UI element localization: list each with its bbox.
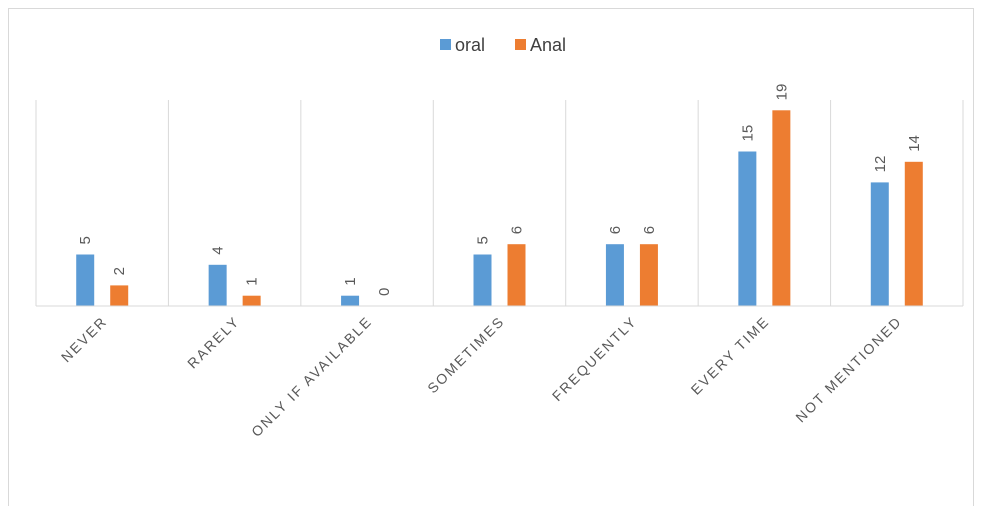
data-label-oral-2: 1: [342, 277, 359, 285]
data-label-anal-1: 1: [244, 277, 261, 285]
legend-label-oral: oral: [455, 35, 485, 55]
data-label-anal-4: 6: [641, 226, 658, 234]
chart-frame: [8, 8, 974, 506]
category-label-4: FREQUENTLY: [549, 313, 640, 404]
data-label-oral-0: 5: [77, 236, 94, 244]
category-label-1: RARELY: [184, 313, 243, 372]
bar-anal-4: [639, 244, 658, 306]
legend-swatch-anal: [515, 39, 526, 50]
data-label-oral-5: 15: [739, 125, 756, 142]
data-labels: 5 2 4 1 1 0 5 6 6 6 15 19 12 14: [77, 84, 923, 296]
bar-oral-2: [341, 295, 360, 306]
data-label-anal-3: 6: [509, 226, 526, 234]
bar-oral-5: [738, 151, 757, 306]
bar-oral-0: [76, 254, 95, 306]
data-label-oral-3: 5: [475, 236, 492, 244]
data-label-oral-6: 12: [872, 156, 889, 173]
bar-anal-1: [242, 295, 261, 306]
data-label-oral-4: 6: [607, 226, 624, 234]
data-label-anal-6: 14: [906, 135, 923, 152]
bar-anal-3: [507, 244, 526, 306]
bar-anal-6: [904, 161, 923, 306]
legend: oral Anal: [440, 35, 566, 55]
category-label-2: ONLY IF AVAILABLE: [248, 313, 375, 440]
bar-anal-0: [110, 285, 129, 306]
bars: [76, 110, 923, 306]
data-label-anal-0: 2: [111, 267, 128, 275]
bar-oral-6: [870, 182, 889, 306]
data-label-anal-2: 0: [376, 288, 393, 296]
legend-swatch-oral: [440, 39, 451, 50]
category-label-5: EVERY TIME: [688, 313, 773, 398]
category-separators: [35, 100, 964, 306]
bar-oral-3: [473, 254, 492, 306]
data-label-oral-1: 4: [210, 246, 227, 254]
category-label-3: SOMETIMES: [424, 313, 507, 396]
category-label-6: NOT MENTIONED: [792, 313, 905, 426]
category-labels: NEVER RARELY ONLY IF AVAILABLE SOMETIMES FRE…: [58, 313, 905, 440]
bar-oral-4: [605, 244, 624, 306]
legend-label-anal: Anal: [530, 35, 566, 55]
data-label-anal-5: 19: [773, 84, 790, 101]
bar-oral-1: [208, 264, 227, 306]
bar-anal-5: [772, 110, 791, 306]
category-label-0: NEVER: [58, 313, 110, 365]
